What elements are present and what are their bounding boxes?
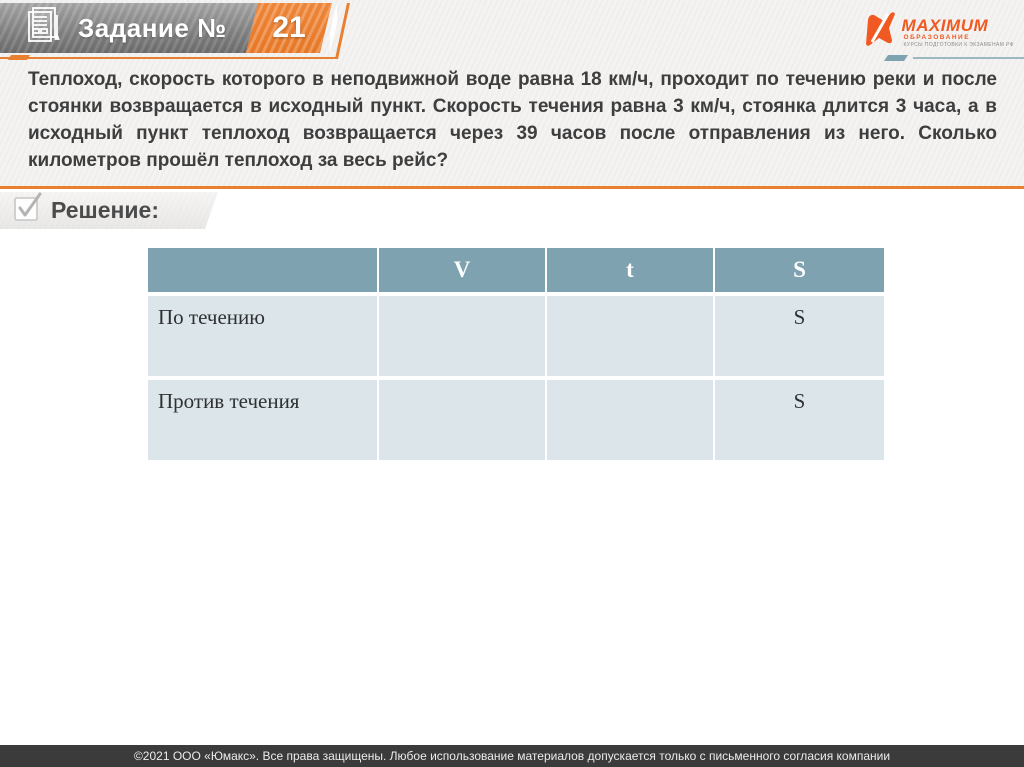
table-header-v: V	[379, 248, 545, 292]
logo-tagline-2: КУРСЫ ПОДГОТОВКИ К ЭКЗАМЕНАМ РФ	[903, 42, 1014, 48]
task-number-badge: 21	[246, 3, 332, 53]
header-underline	[0, 57, 338, 59]
teal-accent-dash	[884, 55, 908, 61]
ribbon-gap	[330, 3, 337, 53]
header-underline-dash	[8, 55, 30, 60]
table-row-upstream-v	[379, 380, 545, 460]
table-row-downstream-label: По течению	[148, 296, 377, 376]
table-header-empty	[148, 248, 377, 292]
task-statement: Теплоход, скорость которого в неподвижно…	[28, 69, 997, 171]
footer-copyright: ©2021 ООО «Юмакс». Все права защищены. Л…	[133, 749, 891, 763]
table-row-downstream-t	[547, 296, 713, 376]
table-row-upstream-t	[547, 380, 713, 460]
task-number: 21	[272, 11, 306, 44]
orange-divider	[0, 186, 1024, 189]
table-header-t: t	[547, 248, 713, 292]
maximum-logo-icon	[858, 8, 900, 53]
solution-table: V t S По течению S Против течения S	[148, 248, 884, 460]
table-row-downstream-s: S	[715, 296, 884, 376]
document-icon	[24, 5, 64, 52]
checkbox-icon	[13, 191, 43, 228]
task-header-label: Задание №	[78, 12, 227, 43]
logo-text: MAXIMUM ОБРАЗОВАНИЕ КУРСЫ ПОДГОТОВКИ К Э…	[902, 17, 1014, 49]
table-row-upstream-s: S	[715, 380, 884, 460]
table-header-s: S	[715, 248, 884, 292]
table-row-upstream-label: Против течения	[148, 380, 377, 460]
logo-tagline-1: ОБРАЗОВАНИЕ	[903, 34, 971, 41]
maximum-logo: MAXIMUM ОБРАЗОВАНИЕ КУРСЫ ПОДГОТОВКИ К Э…	[858, 8, 1014, 53]
footer-bar: ©2021 ООО «Юмакс». Все права защищены. Л…	[0, 745, 1024, 767]
solution-label: Решение:	[51, 197, 160, 223]
logo-brand-text: MAXIMUM	[901, 16, 989, 35]
teal-accent-line	[913, 57, 1024, 59]
table-row-downstream-v	[379, 296, 545, 376]
solution-header-band: Решение:	[0, 192, 218, 229]
task-header-ribbon: Задание №	[0, 3, 258, 53]
